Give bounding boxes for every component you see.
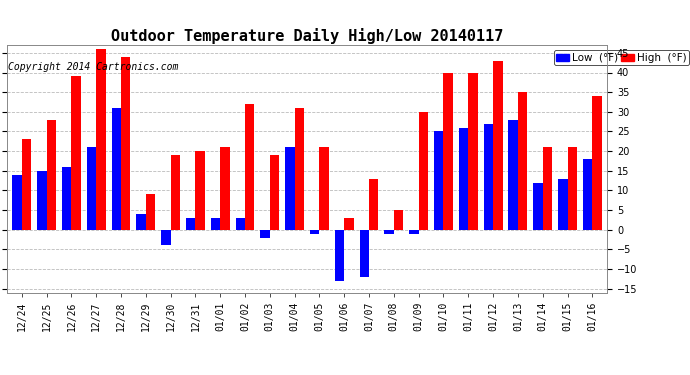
Bar bbox=[319, 147, 329, 230]
Bar bbox=[96, 49, 106, 230]
Bar bbox=[195, 151, 205, 230]
Bar bbox=[419, 112, 428, 230]
Bar bbox=[235, 218, 245, 229]
Bar bbox=[170, 155, 180, 230]
Bar bbox=[533, 183, 543, 230]
Bar bbox=[509, 120, 518, 230]
Bar bbox=[270, 155, 279, 230]
Bar bbox=[220, 147, 230, 230]
Bar bbox=[146, 194, 155, 230]
Bar bbox=[592, 96, 602, 230]
Bar bbox=[359, 230, 369, 277]
Bar bbox=[12, 175, 22, 230]
Bar bbox=[137, 214, 146, 230]
Bar bbox=[369, 178, 379, 230]
Bar bbox=[444, 72, 453, 230]
Bar bbox=[121, 57, 130, 230]
Bar bbox=[469, 72, 477, 230]
Bar bbox=[71, 76, 81, 230]
Bar bbox=[567, 147, 577, 230]
Bar bbox=[583, 159, 592, 230]
Text: Copyright 2014 Cartronics.com: Copyright 2014 Cartronics.com bbox=[8, 62, 179, 72]
Bar bbox=[543, 147, 552, 230]
Bar bbox=[344, 218, 354, 229]
Bar bbox=[459, 128, 469, 230]
Bar bbox=[285, 147, 295, 230]
Bar bbox=[434, 131, 444, 230]
Bar bbox=[409, 230, 419, 234]
Bar bbox=[87, 147, 96, 230]
Bar bbox=[260, 230, 270, 237]
Bar bbox=[384, 230, 394, 234]
Bar bbox=[112, 108, 121, 230]
Bar bbox=[493, 61, 502, 229]
Bar bbox=[22, 139, 31, 230]
Bar bbox=[335, 230, 344, 281]
Bar bbox=[47, 120, 56, 230]
Bar bbox=[394, 210, 403, 230]
Bar bbox=[211, 218, 220, 229]
Bar bbox=[310, 230, 319, 234]
Bar bbox=[161, 230, 170, 245]
Title: Outdoor Temperature Daily High/Low 20140117: Outdoor Temperature Daily High/Low 20140… bbox=[111, 28, 503, 44]
Bar bbox=[186, 218, 195, 229]
Bar bbox=[62, 167, 71, 230]
Bar bbox=[484, 124, 493, 230]
Bar bbox=[518, 92, 527, 230]
Bar bbox=[37, 171, 47, 230]
Bar bbox=[295, 108, 304, 230]
Bar bbox=[245, 104, 255, 230]
Legend: Low  (°F), High  (°F): Low (°F), High (°F) bbox=[553, 50, 689, 65]
Bar bbox=[558, 178, 567, 230]
